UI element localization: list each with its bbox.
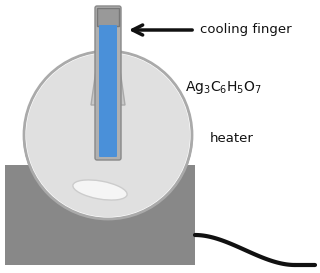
Text: cooling finger: cooling finger [200,23,292,37]
Bar [5,165,25,265]
Bar [97,8,119,26]
Polygon shape [91,70,125,105]
Ellipse shape [73,180,127,200]
Circle shape [26,53,190,217]
Text: $\mathregular{Ag_3C_6H_5O_7}$: $\mathregular{Ag_3C_6H_5O_7}$ [185,79,262,96]
Circle shape [24,51,192,219]
Polygon shape [95,70,121,105]
FancyBboxPatch shape [99,25,117,157]
FancyBboxPatch shape [95,6,121,160]
Text: heater: heater [210,132,254,144]
Bar [5,165,195,265]
Wedge shape [23,135,193,220]
